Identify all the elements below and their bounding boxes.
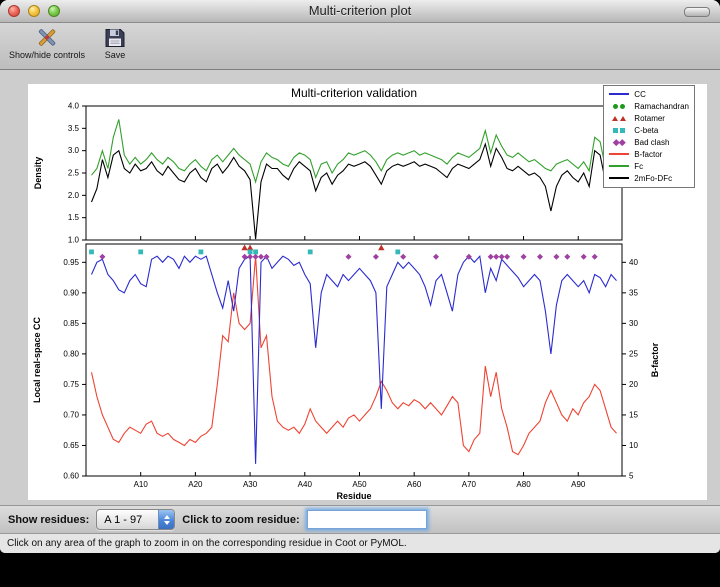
show-residues-label: Show residues: [8, 513, 90, 526]
legend-label: 2mFo-DFc [634, 173, 673, 183]
zoom-window-button[interactable] [48, 5, 60, 17]
svg-text:25: 25 [629, 349, 638, 358]
svg-text:A20: A20 [188, 480, 203, 489]
legend-entry: CC [608, 88, 689, 100]
traffic-lights [8, 5, 60, 17]
toolbar-button-label: Save [104, 50, 126, 60]
chart-svg[interactable]: Multi-criterion validation 1.0 1.5 2.0 2.5 3.… [28, 84, 707, 500]
svg-text:15: 15 [629, 410, 638, 419]
legend-label: Ramachandran [634, 101, 689, 111]
legend-symbol-triangle-icon [608, 115, 630, 121]
show-hide-controls-button[interactable]: Show/hide controls [6, 25, 88, 61]
svg-text:0.90: 0.90 [63, 288, 79, 297]
legend-label: B-factor [634, 149, 663, 159]
svg-text:40: 40 [629, 258, 638, 267]
legend-entry: Fc [608, 160, 689, 172]
svg-text:0.60: 0.60 [63, 472, 79, 481]
svg-text:Local real-space CC: Local real-space CC [32, 316, 42, 403]
close-button[interactable] [8, 5, 20, 17]
svg-text:Residue: Residue [336, 491, 371, 500]
legend-entry: Ramachandran [608, 100, 689, 112]
svg-text:A50: A50 [352, 480, 367, 489]
tools-icon [38, 29, 56, 46]
chain-range-value: A 1 - 97 [104, 513, 143, 526]
toolbar: Show/hide controls Save [0, 23, 720, 70]
svg-text:0.65: 0.65 [63, 441, 79, 450]
legend-symbol-square-icon [608, 127, 630, 133]
svg-text:0.70: 0.70 [63, 410, 79, 419]
legend-label: Bad clash [634, 137, 670, 147]
svg-text:30: 30 [629, 319, 638, 328]
svg-text:0.95: 0.95 [63, 258, 79, 267]
svg-text:B-factor: B-factor [650, 342, 660, 377]
plot-area[interactable]: Multi-criterion validation 1.0 1.5 2.0 2.5 3.… [28, 84, 707, 500]
svg-text:20: 20 [629, 380, 638, 389]
zoom-residue-label: Click to zoom residue: [182, 513, 300, 526]
svg-text:A70: A70 [462, 480, 477, 489]
svg-text:Density: Density [33, 157, 43, 190]
svg-text:1.0: 1.0 [68, 236, 80, 245]
svg-text:2.5: 2.5 [68, 169, 80, 178]
controls-bar: Show residues: A 1 - 97 Click to zoom re… [0, 505, 720, 533]
svg-text:3.5: 3.5 [68, 124, 80, 133]
legend-symbol-line-icon [608, 93, 630, 95]
svg-text:A60: A60 [407, 480, 422, 489]
legend-entry: B-factor [608, 148, 689, 160]
toolbar-button-label: Show/hide controls [9, 50, 86, 60]
legend-entry: Rotamer [608, 112, 689, 124]
zoom-residue-input[interactable] [306, 510, 427, 529]
chain-range-select[interactable]: A 1 - 97 [96, 509, 176, 530]
legend-label: C-beta [634, 125, 659, 135]
legend-entry: Bad clash [608, 136, 689, 148]
window-title: Multi-criterion plot [308, 3, 412, 18]
status-text: Click on any area of the graph to zoom i… [7, 538, 407, 549]
svg-text:1.5: 1.5 [68, 213, 80, 222]
svg-text:0.85: 0.85 [63, 319, 79, 328]
svg-text:10: 10 [629, 441, 638, 450]
status-bar: Click on any area of the graph to zoom i… [0, 533, 720, 553]
chart-legend: CC Ramachandran Rotamer C-beta Bad clash B-fa… [603, 85, 695, 188]
svg-text:4.0: 4.0 [68, 102, 80, 111]
svg-text:A90: A90 [571, 480, 586, 489]
toolbar-toggle-button[interactable] [684, 7, 710, 17]
svg-text:A80: A80 [516, 480, 531, 489]
svg-text:Multi-criterion validation: Multi-criterion validation [291, 86, 417, 100]
legend-entry: 2mFo-DFc [608, 172, 689, 184]
legend-symbol-circle-icon [608, 103, 630, 109]
svg-text:0.80: 0.80 [63, 349, 79, 358]
svg-text:A10: A10 [134, 480, 149, 489]
svg-text:A40: A40 [298, 480, 313, 489]
minimize-button[interactable] [28, 5, 40, 17]
legend-label: Rotamer [634, 113, 665, 123]
svg-text:2.0: 2.0 [68, 191, 80, 200]
popup-arrows-icon [158, 510, 175, 529]
app-window: Multi-criterion plot Show/hide controls … [0, 0, 720, 553]
save-icon [105, 29, 125, 47]
titlebar: Multi-criterion plot [0, 0, 720, 23]
svg-text:5: 5 [629, 472, 634, 481]
legend-symbol-line-icon [608, 153, 630, 155]
svg-text:A30: A30 [243, 480, 258, 489]
svg-text:35: 35 [629, 288, 638, 297]
legend-entry: C-beta [608, 124, 689, 136]
legend-symbol-line-icon [608, 165, 630, 167]
save-button[interactable]: Save [100, 25, 130, 61]
legend-symbol-line-icon [608, 177, 630, 179]
legend-label: CC [634, 89, 646, 99]
legend-label: Fc [634, 161, 644, 171]
legend-symbol-diamond-icon [608, 138, 630, 146]
svg-text:3.0: 3.0 [68, 146, 80, 155]
svg-text:0.75: 0.75 [63, 380, 79, 389]
